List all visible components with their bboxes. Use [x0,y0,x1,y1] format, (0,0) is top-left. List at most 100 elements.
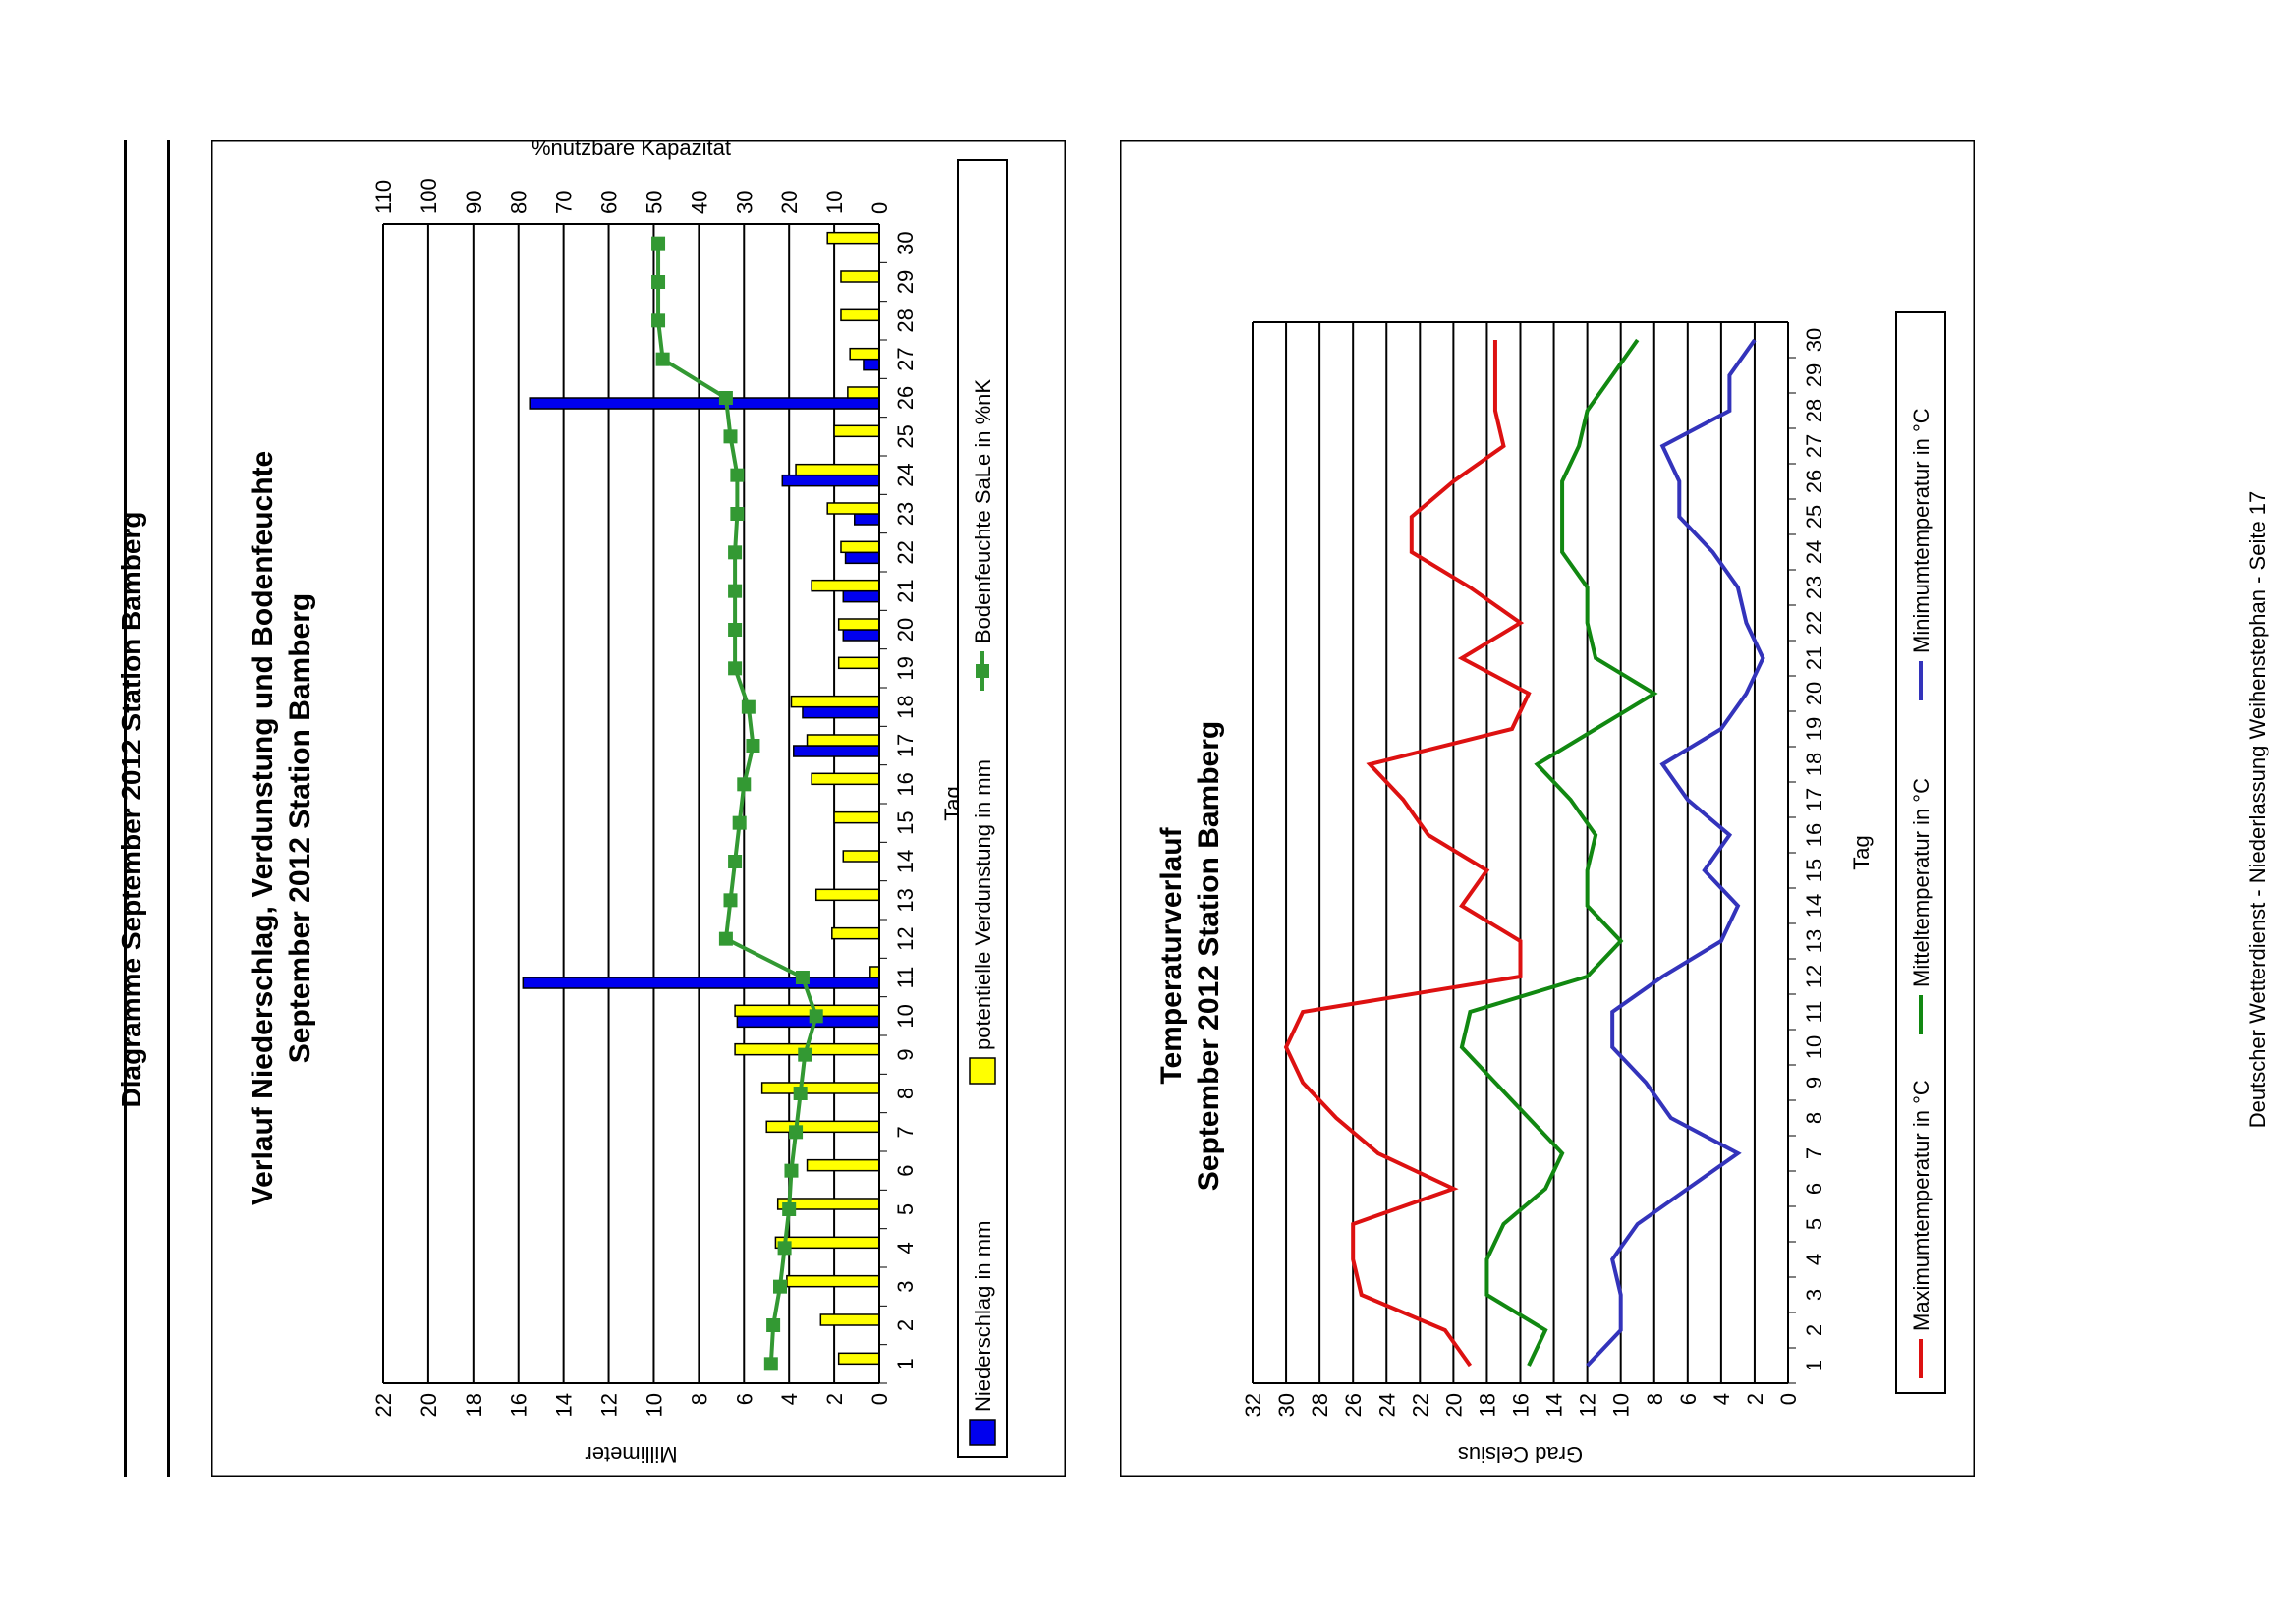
chart1-x-tick-label: 30 [893,231,918,254]
chart2-x-tick-label: 9 [1802,1077,1826,1089]
evaporation-bar [760,1082,880,1094]
soil-moisture-point [651,236,666,251]
evaporation-bar [734,1004,880,1018]
evaporation-bar [790,695,880,708]
soil-moisture-point [728,855,743,868]
legend-label-max-temperature: Maximumtemperatur in °C [1909,1080,1933,1331]
chart-temperature: 0246810121416182022242628303212345678910… [1120,140,1975,1477]
chart2-x-tick-label: 26 [1802,470,1826,493]
legend-label-precipitation: Niederschlag in mm [971,1221,995,1412]
soil-moisture-point [651,313,666,328]
chart1-y-tick-label: 22 [371,1393,396,1417]
chart2-x-tick-label: 24 [1802,540,1826,564]
evaporation-bar [811,772,880,786]
chart1-x-tick-label: 28 [893,308,918,332]
chart1-bars [522,231,880,1366]
chart1-right-tick-label: 20 [777,191,802,214]
evaporation-bar [869,966,880,978]
chart1-x-tick-label: 3 [893,1281,918,1293]
chart1-right-tick-label: 70 [552,191,577,214]
chart1-x-tick-label: 21 [893,579,918,602]
chart1-right-tick-label: 100 [417,178,441,214]
precipitation-bar [736,1015,880,1029]
chart1-x-tick-label: 17 [893,734,918,757]
chart2-x-tick-label: 3 [1802,1289,1826,1301]
precipitation-bar [781,474,880,487]
chart2-x-tick-label: 14 [1802,894,1826,918]
precipitation-bar [793,745,880,757]
precipitation-bar [529,397,880,410]
chart1-x-tick-label: 19 [893,656,918,680]
chart1-y-tick-label: 18 [462,1393,486,1417]
chart2-x-tick-label: 11 [1802,1001,1826,1024]
evaporation-bar [849,347,880,361]
chart2-x-tick-label: 12 [1802,965,1826,988]
chart2-y-tick-label: 18 [1475,1393,1499,1417]
chart2-frame [1120,140,1975,1477]
chart2-x-axis-label: Tag [1849,835,1874,869]
chart2-x-tick-label: 25 [1802,505,1826,529]
chart2-y-tick-label: 32 [1241,1393,1265,1417]
precipitation-bar [802,705,880,719]
evaporation-bar [826,502,880,515]
chart2-x-tick-label: 17 [1802,788,1826,811]
soil-moisture-point [782,1202,797,1216]
chart2-x-tick-label: 30 [1802,328,1826,352]
legend-label-soil-moisture: Bodenfeuchte SaLe in %nK [971,379,995,643]
chart1-x-tick-label: 2 [893,1319,918,1331]
chart2-x-tick-label: 16 [1802,823,1826,847]
chart1-x-tick-label: 20 [893,618,918,642]
soil-moisture-point [728,584,743,598]
chart2-y-tick-label: 16 [1509,1393,1534,1417]
chart1-x-tick-label: 16 [893,772,918,796]
chart1-y-tick-label: 0 [868,1393,892,1405]
soil-moisture-point [723,893,738,908]
chart1-right-tick-label: 60 [597,191,622,214]
chart1-x-tick-label: 10 [893,1004,918,1028]
chart2-y-tick-label: 2 [1743,1393,1767,1405]
soil-moisture-point [651,275,666,289]
evaporation-bar [819,1313,880,1326]
evaporation-bar [842,850,880,863]
evaporation-bar [837,618,880,631]
chart-precipitation-evaporation-soil-moisture: 0246810121416182022010203040506070809010… [211,140,1066,1477]
chart1-right-tick-label: 30 [732,191,756,214]
legend-swatch-evaporation [969,1057,996,1085]
chart2-subtitle: September 2012 Station Bamberg [1193,721,1225,1192]
chart1-title: Verlauf Niederschlag, Verdunstung und Bo… [247,451,279,1205]
chart1-x-tick-label: 22 [893,540,918,564]
chart1-right-axis-label: %nutzbare Kapazität [532,140,731,160]
chart1-subtitle: September 2012 Station Bamberg [284,593,316,1064]
page-footer: Deutscher Wetterdienst - Niederlassung W… [2245,490,2269,1129]
chart2-x-tick-label: 15 [1802,859,1826,882]
soil-moisture-point [793,1087,808,1100]
chart2-x-tick-label: 18 [1802,753,1826,776]
chart2-legend: Maximumtemperatur in °C Mitteltemperatur … [1895,311,1946,1394]
soil-moisture-point [773,1279,787,1294]
chart2-y-tick-label: 10 [1609,1393,1634,1417]
chart2-title: Temperaturverlauf [1155,826,1188,1084]
evaporation-bar [814,888,880,902]
soil-moisture-point [718,391,733,405]
chart1-x-tick-label: 29 [893,270,918,294]
page-heading: Diagramme September 2012 Station Bamberg [116,511,146,1108]
soil-moisture-point [718,931,733,946]
soil-moisture-point [763,1357,778,1371]
chart1-x-tick-label: 26 [893,386,918,410]
legend-label-min-temperature: Minimumtemperatur in °C [1909,408,1933,653]
evaporation-bar [840,270,880,283]
legend-label-mean-temperature: Mitteltemperatur in °C [1909,778,1933,987]
chart1-x-tick-label: 15 [893,810,918,834]
chart1-soil-moisture-line [651,236,823,1371]
chart2-y-tick-label: 0 [1776,1393,1801,1405]
chart1-x-tick-label: 14 [893,850,918,873]
chart1-x-tick-label: 12 [893,926,918,950]
chart2-x-tick-label: 19 [1802,717,1826,741]
chart1-x-tick-label: 18 [893,695,918,718]
chart1-x-tick-label: 13 [893,888,918,912]
chart1-y-tick-label: 16 [507,1393,532,1417]
chart2-x-tick-label: 27 [1802,434,1826,458]
chart2-x-tick-label: 1 [1802,1360,1826,1371]
